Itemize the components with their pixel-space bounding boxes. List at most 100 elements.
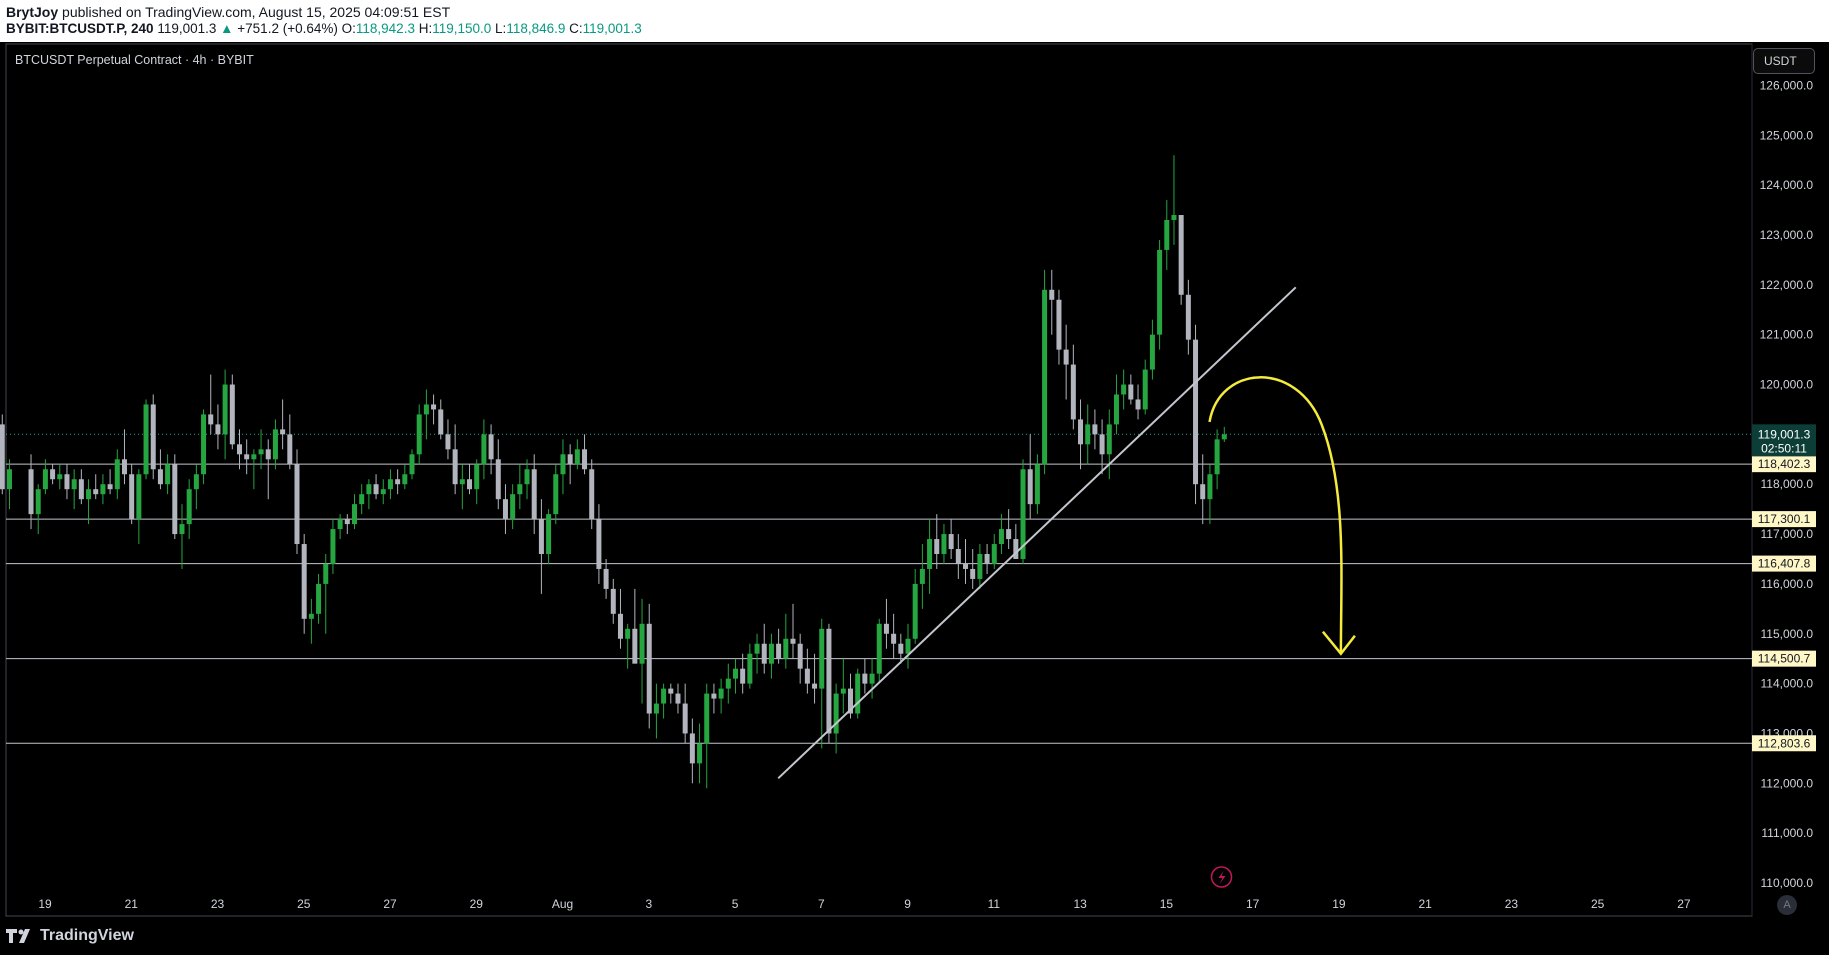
y-tick-label: 110,000.0 (1761, 876, 1814, 890)
candle-body (610, 588, 616, 614)
candle-body (1049, 289, 1055, 300)
candle-body (114, 459, 120, 490)
currency-button[interactable]: USDT (1753, 48, 1815, 74)
y-tick-label: 114,000.0 (1761, 677, 1814, 691)
candle-body (423, 404, 429, 415)
tradingview-logo-icon (6, 929, 30, 943)
candle-body (1056, 299, 1062, 350)
candle-body (991, 544, 997, 564)
tradingview-logo[interactable]: TradingView (6, 927, 134, 945)
x-tick-label: 29 (470, 897, 484, 911)
candle-body (668, 688, 674, 694)
candle-body (567, 454, 573, 465)
candle-body (704, 693, 710, 744)
candle-body (143, 404, 149, 475)
candle-body (776, 643, 782, 659)
candle-body (646, 623, 652, 714)
projection-arrowhead (1321, 630, 1356, 656)
candle-body (1193, 339, 1199, 485)
candle-body (287, 434, 293, 465)
candle-body (1085, 424, 1091, 445)
close-label: C: (569, 21, 583, 36)
level-price-tag (1752, 650, 1816, 667)
candle-body (661, 688, 667, 704)
candle-body (129, 474, 135, 520)
candle-body (121, 459, 127, 475)
chart-title: BTCUSDT Perpetual Contract · 4h · BYBIT (15, 53, 254, 67)
trendline (777, 286, 1297, 780)
candle-body (689, 733, 695, 764)
author-name[interactable]: BrytJoy (6, 4, 59, 20)
x-tick-label: 19 (38, 897, 52, 911)
candle-body (934, 539, 940, 555)
x-tick-label: 25 (1591, 897, 1605, 911)
candle-body (1142, 369, 1148, 410)
candle-body (1106, 424, 1112, 455)
candle-body (1063, 349, 1069, 365)
candle-body (1135, 399, 1141, 410)
x-tick-label: 21 (125, 897, 139, 911)
candle-body (970, 568, 976, 579)
candle-body (186, 489, 192, 525)
candle-body (316, 583, 322, 614)
symbol-label: BYBIT:BTCUSDT.P, 240 (6, 21, 154, 36)
candle-body (57, 474, 63, 480)
candle-body (481, 434, 487, 465)
chart-background (0, 42, 1829, 919)
last-price: 119,001.3 (157, 21, 217, 36)
level-price-label: 117,300.1 (1758, 512, 1811, 526)
candle-body (840, 688, 846, 694)
candle-body (1171, 215, 1177, 221)
candle-body (337, 519, 343, 530)
candle-body (1034, 464, 1040, 505)
close-value: 119,001.3 (582, 21, 642, 36)
candle-body (193, 474, 199, 490)
x-tick-label: 27 (383, 897, 397, 911)
y-tick-label: 120,000.0 (1760, 378, 1814, 392)
y-tick-label: 117,000.0 (1761, 527, 1814, 541)
candle-body (100, 484, 106, 495)
candle-body (179, 524, 185, 535)
level-price-label: 114,500.7 (1758, 652, 1811, 666)
candle-body (761, 643, 767, 664)
candle-body (1221, 434, 1227, 440)
price-chart[interactable]: 110,000.0111,000.0112,000.0113,000.0114,… (0, 42, 1829, 919)
candle-body (201, 414, 207, 475)
candle-body (107, 484, 113, 490)
publish-info: BrytJoy published on TradingView.com, Au… (6, 4, 450, 20)
level-price-label: 112,803.6 (1758, 736, 1811, 750)
candle-body (517, 484, 523, 495)
candle-body (632, 628, 638, 664)
auto-scale-button[interactable]: A (1777, 895, 1797, 915)
candle-body (467, 479, 473, 490)
candle-body (6, 469, 12, 490)
candle-body (244, 454, 250, 460)
candle-body (833, 693, 839, 734)
candle-body (452, 449, 458, 485)
y-tick-label: 118,000.0 (1761, 477, 1814, 491)
candle-body (1070, 364, 1076, 420)
projection-arrow (1208, 376, 1343, 654)
candle-body (445, 434, 451, 450)
candle-body (538, 519, 544, 555)
y-tick-label: 116,000.0 (1761, 577, 1814, 591)
candle-body (682, 703, 688, 734)
footer-bar (0, 919, 1829, 955)
candle-body (1164, 220, 1170, 250)
level-price-tag (1752, 456, 1816, 473)
candle-body (768, 643, 774, 664)
candle-body (1207, 474, 1213, 500)
y-tick-label: 123,000.0 (1760, 228, 1814, 242)
candle-body (574, 449, 580, 465)
candle-body (488, 434, 494, 460)
candle-body (560, 454, 566, 475)
candle-body (804, 668, 810, 684)
candle-body (589, 469, 595, 520)
candle-body (1157, 249, 1163, 335)
candle-body (1113, 394, 1119, 425)
candle-body (819, 628, 825, 689)
candle-body (1078, 419, 1084, 445)
candle-body (150, 404, 156, 470)
candle-body (1185, 294, 1191, 340)
candle-body (927, 539, 933, 569)
